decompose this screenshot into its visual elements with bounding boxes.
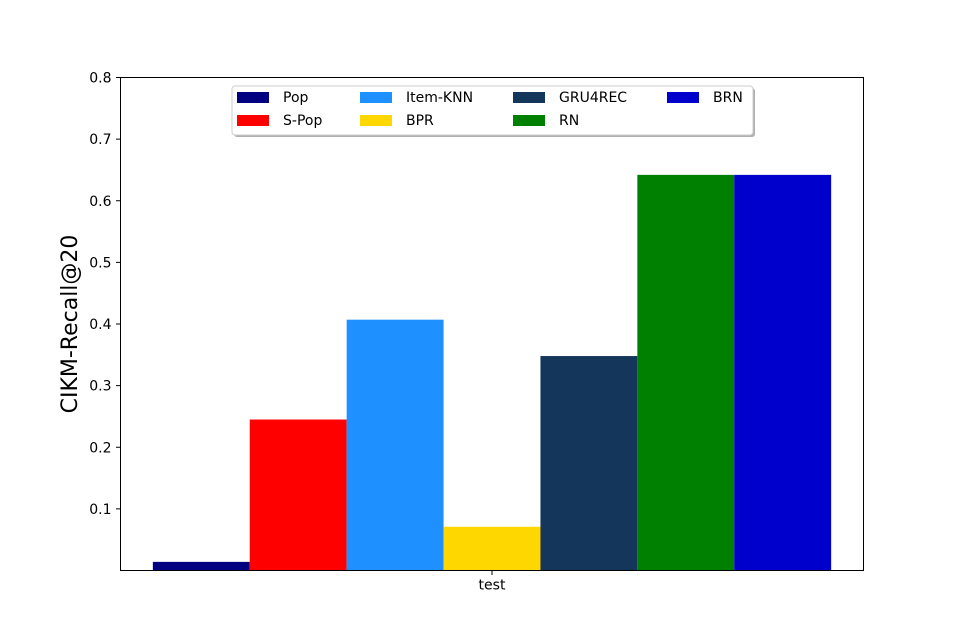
legend-label: BRN	[713, 90, 743, 106]
y-axis: 0.1 0.2 0.3 0.4 0.5 0.6 0.7 0.8	[89, 71, 121, 518]
y-axis-label: CIKM-Recall@20	[58, 235, 83, 414]
legend-label: GRU4REC	[559, 90, 627, 106]
bar-s-pop	[249, 419, 347, 571]
legend-item: BPR	[360, 113, 434, 129]
legend-label: S-Pop	[283, 113, 322, 129]
bar-bpr	[443, 526, 541, 571]
legend-item: Item-KNN	[360, 90, 473, 106]
x-axis: test	[479, 570, 506, 594]
legend-item: RN	[513, 113, 579, 129]
legend-item: BRN	[667, 90, 743, 106]
x-tick-label: test	[479, 578, 506, 594]
y-tick-label: 0.6	[89, 194, 111, 210]
legend-label: Item-KNN	[406, 90, 473, 106]
legend-label: RN	[559, 113, 579, 129]
legend-label: BPR	[406, 113, 434, 129]
bars-layer	[152, 174, 832, 571]
y-tick-label: 0.1	[89, 502, 111, 518]
legend: Pop S-Pop Item-KNN BPR GRU4REC RN BRN	[231, 85, 755, 137]
legend-swatch	[513, 92, 545, 103]
legend-swatch	[513, 115, 545, 126]
legend-swatch	[360, 92, 392, 103]
bar-pop	[152, 561, 250, 571]
y-tick-label: 0.3	[89, 379, 111, 395]
y-tick-label: 0.5	[89, 255, 111, 271]
y-tick-label: 0.2	[89, 440, 111, 456]
bar-rn	[637, 174, 735, 571]
y-tick-label: 0.7	[89, 132, 111, 148]
legend-swatch	[360, 115, 392, 126]
bar-gru4rec	[540, 356, 638, 571]
bar-brn	[734, 174, 832, 571]
legend-swatch	[237, 115, 269, 126]
bar-item-knn	[346, 319, 444, 571]
legend-label: Pop	[283, 90, 309, 106]
legend-item: S-Pop	[237, 113, 322, 129]
legend-item: GRU4REC	[513, 90, 627, 106]
y-tick-label: 0.4	[89, 317, 111, 333]
y-tick-label: 0.8	[89, 71, 111, 87]
legend-swatch	[667, 92, 699, 103]
legend-item: Pop	[237, 90, 309, 106]
legend-swatch	[237, 92, 269, 103]
